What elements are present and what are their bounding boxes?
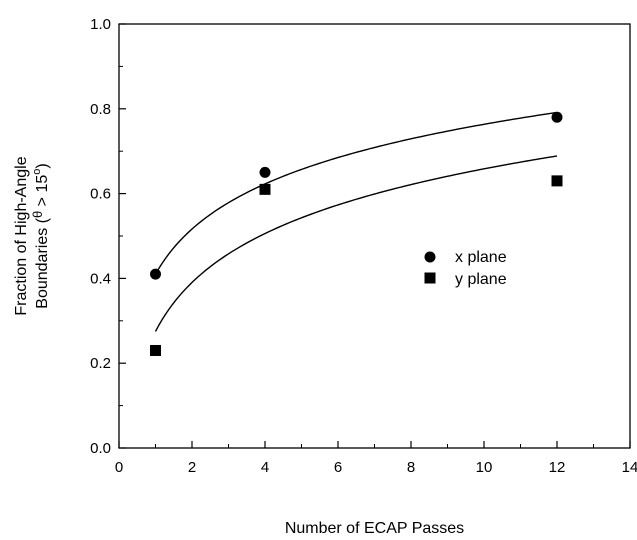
y-axis-title-line2: Boundaries (θ > 15o) — [30, 163, 51, 308]
x-tick-label: 10 — [476, 459, 493, 476]
x-tick-label: 12 — [549, 459, 566, 476]
legend-marker-x-plane — [424, 251, 436, 263]
point-y-plane — [150, 344, 161, 356]
y-tick-label: 0.4 — [90, 270, 111, 287]
point-x-plane — [259, 166, 271, 178]
y-tick-label: 0.6 — [90, 186, 111, 203]
x-tick-label: 2 — [188, 459, 196, 476]
y-axis-ticks: 0.0 0.2 0.4 0.6 0.8 1.0 — [90, 16, 126, 457]
y-axis-title-line1: Fraction of High-Angle — [13, 156, 30, 315]
y-axis-title-close: ) — [34, 163, 51, 168]
y-tick-label: 0.2 — [90, 355, 111, 372]
point-y-plane — [259, 183, 271, 195]
fit-curve-0 — [154, 111, 558, 275]
x-tick-label: 0 — [115, 459, 123, 476]
fit-curve-1 — [154, 155, 558, 332]
fit-curves — [154, 111, 558, 332]
y-axis-title-text: Boundaries ( — [34, 217, 51, 308]
point-y-plane — [551, 175, 563, 187]
data-markers — [150, 111, 563, 356]
y-axis-title: Fraction of High-Angle Boundaries (θ > 1… — [13, 156, 51, 315]
y-tick-label: 0.8 — [90, 101, 111, 118]
x-tick-label: 8 — [407, 459, 415, 476]
x-tick-label: 4 — [261, 459, 269, 476]
y-axis-title-degree: o — [31, 169, 43, 175]
x-axis-ticks: 0 2 4 6 8 10 12 14 — [115, 441, 637, 476]
y-tick-label: 0.0 — [90, 440, 111, 457]
x-axis-title: Number of ECAP Passes — [285, 520, 464, 537]
point-x-plane — [551, 111, 563, 123]
plot-frame — [118, 23, 631, 449]
y-axis-title-theta: θ — [30, 211, 45, 218]
point-x-plane — [150, 268, 161, 280]
legend-label-y-plane: y plane — [455, 271, 507, 288]
legend-marker-y-plane — [424, 272, 436, 284]
x-tick-label: 6 — [334, 459, 342, 476]
y-axis-title-threshold: > 15 — [34, 175, 51, 211]
legend: x plane y plane — [424, 249, 507, 288]
y-tick-label: 1.0 — [90, 16, 111, 33]
legend-label-x-plane: x plane — [455, 249, 507, 266]
x-tick-label: 14 — [622, 459, 637, 476]
